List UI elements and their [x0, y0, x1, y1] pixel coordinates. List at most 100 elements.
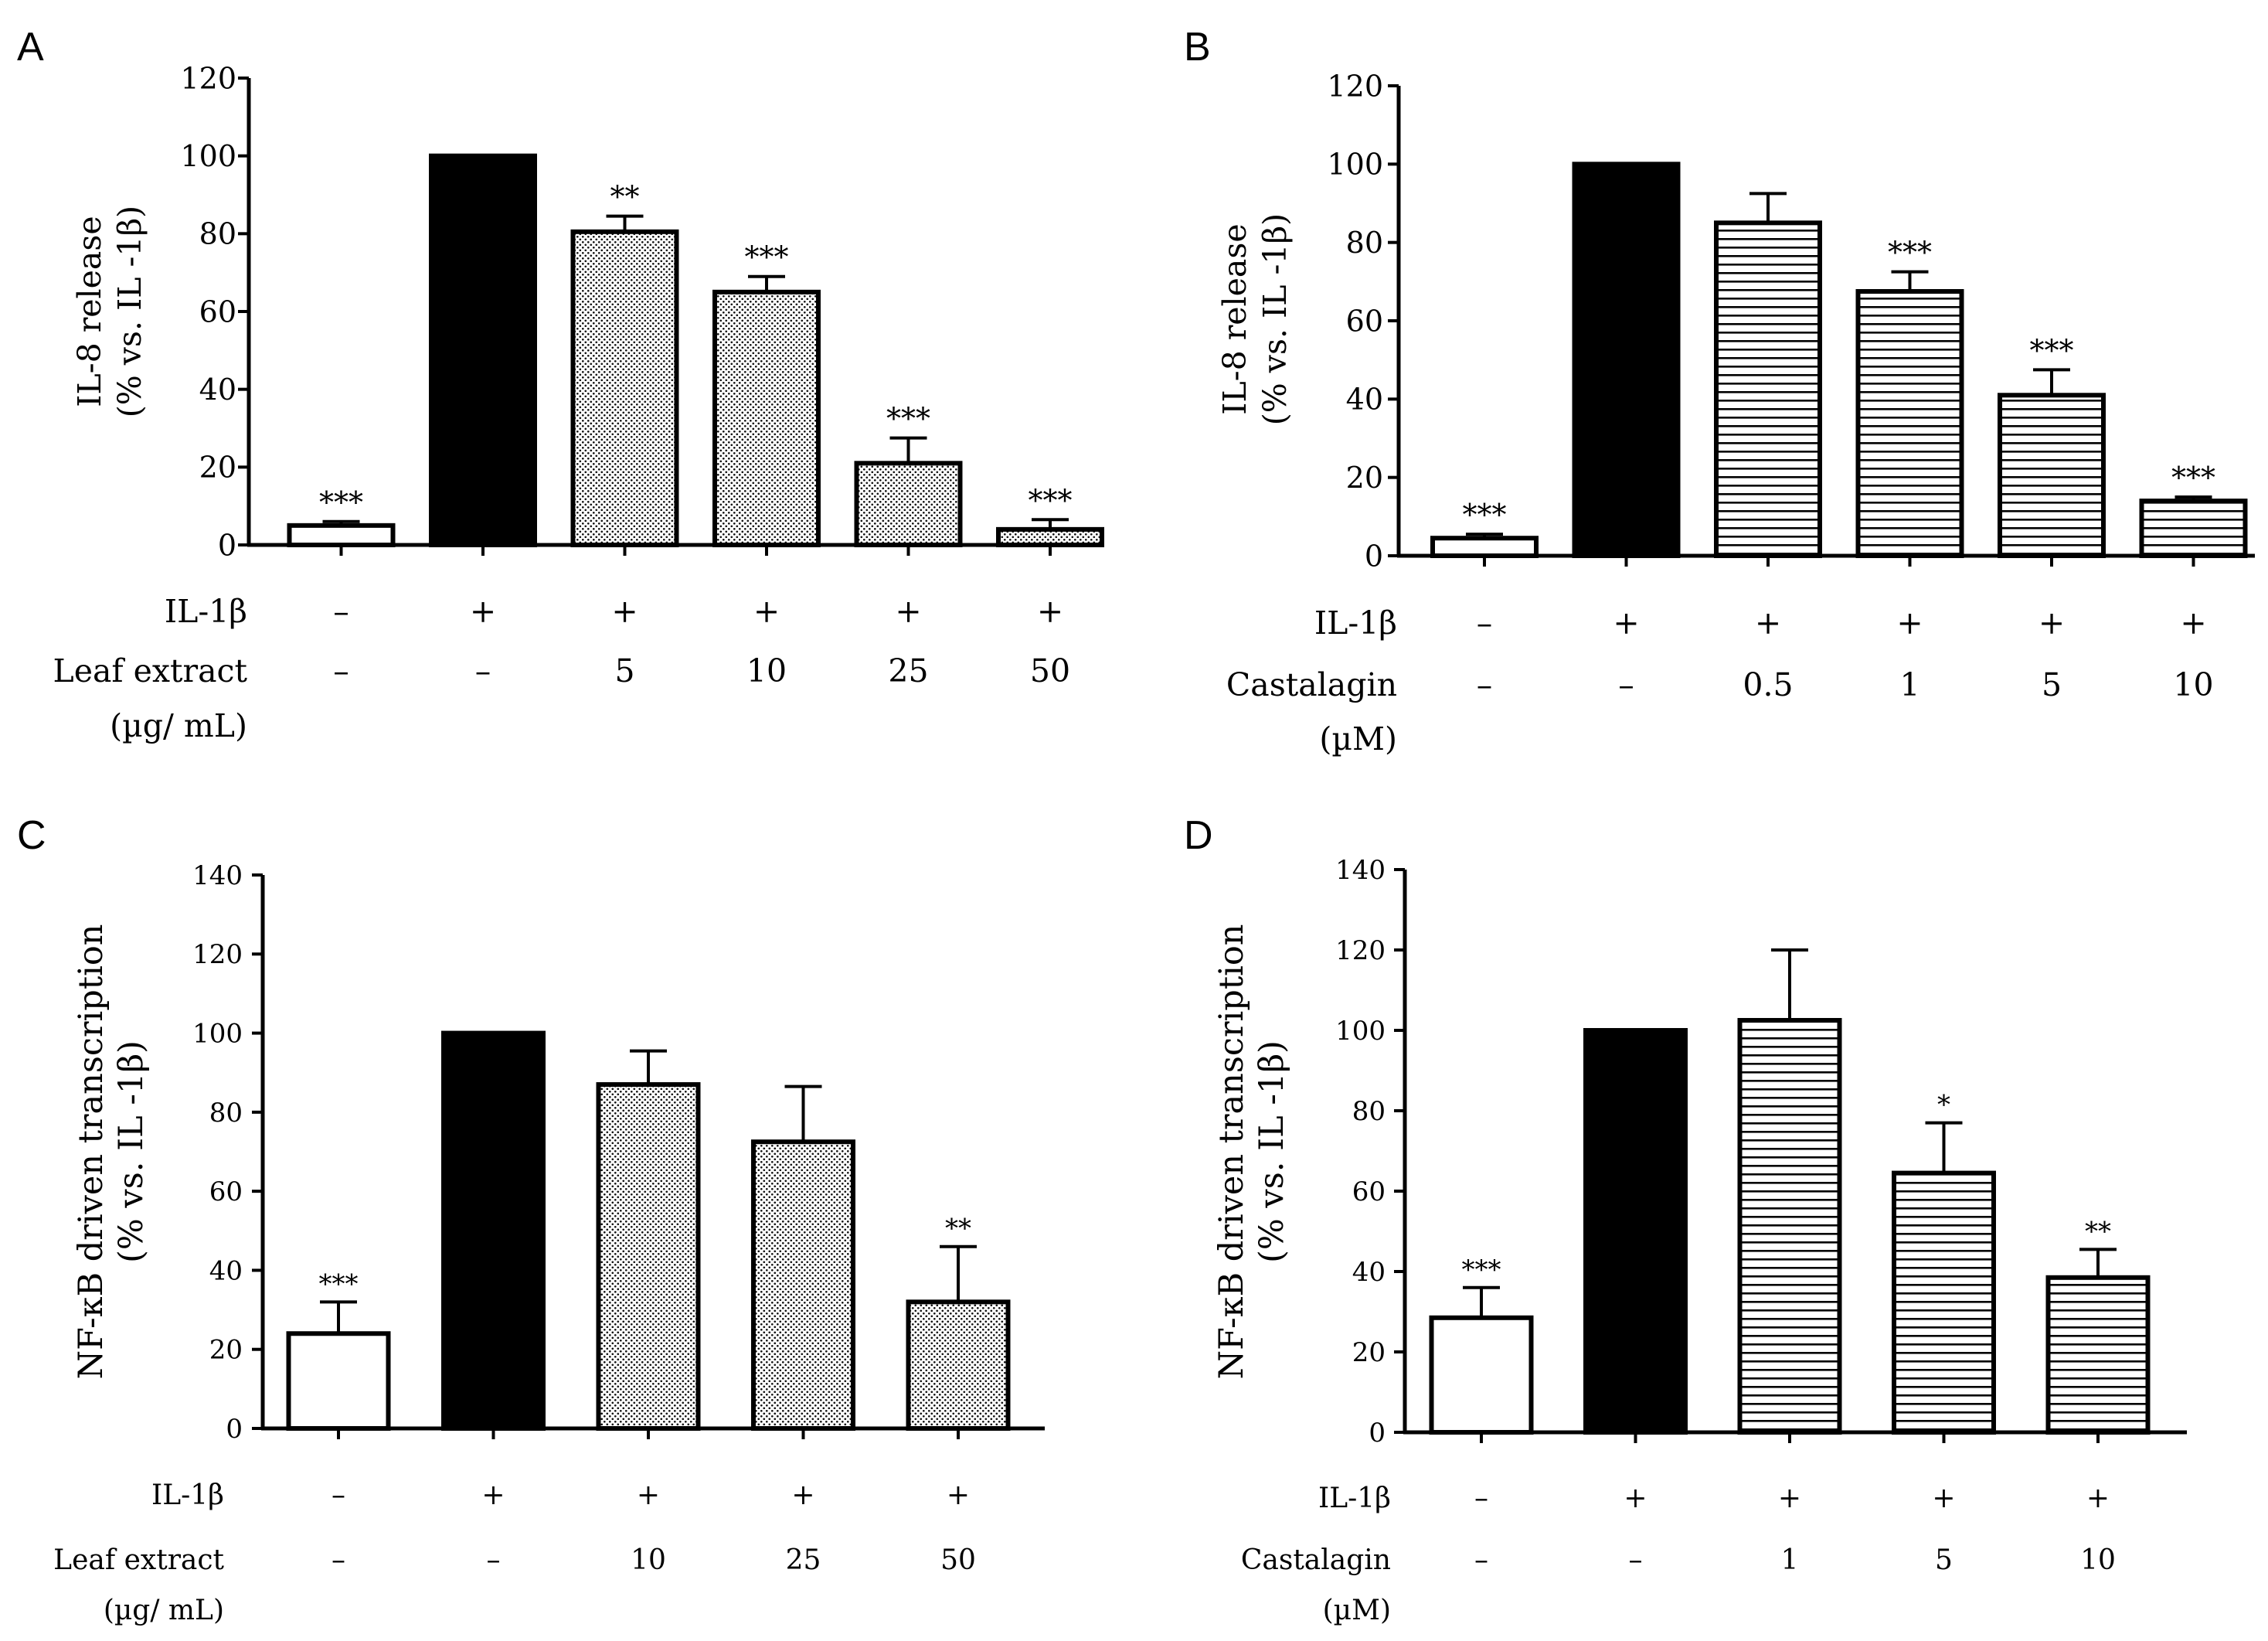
- treatment-row-unit: (µM): [1319, 720, 1397, 758]
- bar: [1714, 220, 1822, 558]
- chart-panel-a: A 0 20 40 60 80 100 120 IL-8 release (% vs. IL -1…: [17, 25, 1104, 744]
- treatment-row-label: Leaf extract: [53, 652, 248, 689]
- treatment-row-label: Leaf extract: [53, 1544, 224, 1576]
- treatment-value: –: [1618, 666, 1634, 703]
- significance-label: ***: [2030, 333, 2074, 367]
- treatment-value: –: [332, 1544, 345, 1576]
- treatment-value: –: [1477, 666, 1493, 703]
- significance-label: **: [2085, 1216, 2111, 1247]
- treatment-row-label: Castalagin: [1241, 1544, 1391, 1576]
- bar: [441, 1030, 546, 1431]
- treatment-value: +: [895, 593, 921, 630]
- y-axis-title-line: IL-8 release: [1216, 223, 1253, 414]
- treatment-value: +: [753, 593, 780, 630]
- y-tick-label: 60: [209, 1176, 243, 1207]
- bar: [570, 229, 679, 547]
- y-tick-label: 60: [1352, 1176, 1386, 1207]
- treatment-row-label: IL-1β: [1314, 604, 1397, 642]
- treatment-value: –: [1474, 1544, 1488, 1576]
- bar: [1855, 289, 1964, 558]
- y-tick-label: 80: [1346, 226, 1383, 260]
- treatment-row-unit: (µM): [1323, 1595, 1391, 1626]
- y-tick-label: 100: [1327, 148, 1383, 182]
- significance-label: ***: [319, 485, 363, 519]
- treatment-value: +: [947, 1479, 970, 1511]
- bar: [996, 526, 1104, 547]
- treatment-value: 1: [1781, 1544, 1799, 1576]
- significance-label: ***: [319, 1268, 359, 1299]
- treatment-row-label: IL-1β: [165, 593, 247, 630]
- treatment-value: 10: [2080, 1544, 2116, 1576]
- treatment-value: +: [1624, 1483, 1647, 1514]
- treatment-value: +: [1037, 593, 1063, 630]
- y-tick-label: 60: [199, 294, 236, 329]
- significance-label: ***: [1463, 498, 1507, 532]
- y-tick-label: 80: [199, 217, 236, 251]
- y-tick-label: 20: [1352, 1337, 1386, 1368]
- y-axis-title-line: NF-κB driven transcription: [72, 924, 111, 1380]
- y-tick-label: 140: [192, 860, 243, 891]
- treatment-value: 10: [2173, 666, 2213, 703]
- treatment-row-label: IL-1β: [1318, 1483, 1391, 1514]
- y-tick-label: 100: [1335, 1016, 1386, 1047]
- bar: [286, 1331, 391, 1432]
- bar: [429, 153, 537, 548]
- significance-label: ***: [886, 402, 930, 436]
- y-tick-label: 80: [1352, 1096, 1386, 1127]
- treatment-value: 50: [940, 1544, 976, 1576]
- bar: [1429, 1315, 1534, 1435]
- panel-letter: B: [1184, 25, 1211, 70]
- bar: [1998, 393, 2106, 558]
- bar: [712, 289, 821, 547]
- treatment-row-label: Castalagin: [1226, 666, 1397, 703]
- y-tick-label: 60: [1346, 304, 1383, 338]
- treatment-value: +: [470, 593, 496, 630]
- y-tick-label: 140: [1335, 855, 1386, 886]
- bar: [1430, 536, 1539, 559]
- treatment-row-unit: (µg/ mL): [110, 707, 247, 744]
- significance-label: **: [945, 1214, 971, 1244]
- y-tick-label: 120: [1335, 935, 1386, 966]
- y-tick-label: 120: [180, 61, 236, 95]
- y-axis-title-line: (% vs. IL -1β): [112, 1040, 151, 1263]
- y-axis-title-line: (% vs. IL -1β): [111, 206, 148, 417]
- y-tick-label: 0: [218, 528, 236, 562]
- bar: [751, 1139, 855, 1431]
- treatment-value: –: [333, 652, 349, 689]
- treatment-value: 10: [746, 652, 787, 689]
- y-tick-label: 40: [199, 373, 236, 407]
- treatment-value: 50: [1030, 652, 1070, 689]
- treatment-value: –: [1477, 604, 1493, 642]
- treatment-value: –: [487, 1544, 501, 1576]
- treatment-value: –: [333, 593, 349, 630]
- significance-label: *: [1937, 1090, 1950, 1121]
- y-tick-label: 20: [209, 1335, 243, 1366]
- treatment-value: –: [1474, 1483, 1488, 1514]
- bar: [2045, 1275, 2151, 1435]
- treatment-value: 10: [631, 1544, 666, 1576]
- treatment-row-label: IL-1β: [151, 1479, 224, 1511]
- treatment-value: +: [2086, 1483, 2110, 1514]
- y-axis-title-line: (% vs. IL -1β): [1256, 213, 1294, 425]
- y-tick-label: 40: [209, 1255, 243, 1286]
- panel-letter: C: [17, 813, 46, 858]
- bar: [1892, 1170, 1996, 1435]
- treatment-value: –: [1629, 1544, 1643, 1576]
- y-tick-label: 100: [180, 139, 236, 173]
- treatment-value: +: [1613, 604, 1639, 642]
- treatment-value: –: [332, 1479, 345, 1511]
- treatment-value: 1: [1899, 666, 1919, 703]
- chart-panel-c: C 0 20 40 60 80 100 120 140 NF-κB driven transcri…: [17, 813, 1045, 1626]
- y-tick-label: 0: [1369, 1418, 1386, 1449]
- significance-label: ***: [1888, 236, 1932, 270]
- bar: [1737, 1018, 1842, 1435]
- bar: [1583, 1028, 1688, 1435]
- treatment-value: +: [791, 1479, 814, 1511]
- treatment-value: +: [611, 593, 638, 630]
- significance-label: ***: [1029, 483, 1073, 517]
- y-axis-title-line: NF-κB driven transcription: [1212, 924, 1251, 1380]
- bar: [854, 461, 963, 547]
- treatment-value: 25: [786, 1544, 821, 1576]
- significance-label: ***: [2171, 461, 2215, 495]
